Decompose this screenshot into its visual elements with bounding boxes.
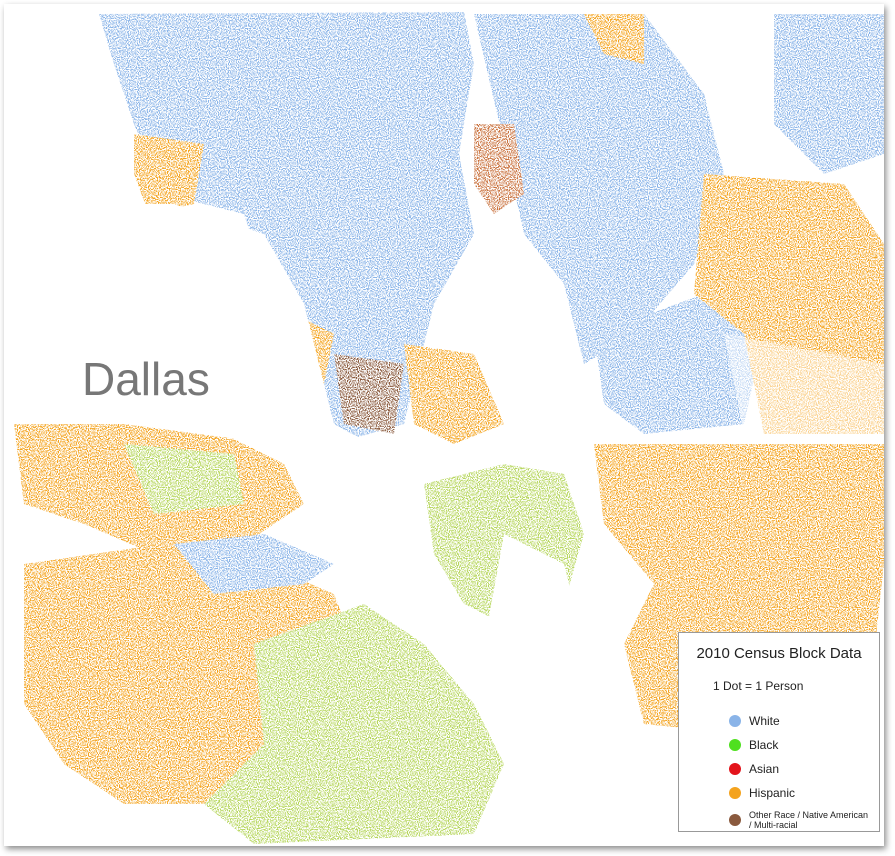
legend-subtitle: 1 Dot = 1 Person [713,679,804,693]
legend-item: Other Race / Native American / Multi-rac… [729,805,869,835]
legend: 2010 Census Block Data 1 Dot = 1 Person … [678,632,880,832]
city-label: Dallas [82,353,210,405]
legend-item: Black [729,733,869,757]
legend-swatch [729,739,741,751]
legend-label: Other Race / Native American / Multi-rac… [749,810,869,830]
legend-item: Asian [729,757,869,781]
legend-swatch [729,814,741,826]
map-frame: Dallas 2010 Census Block Data 1 Dot = 1 … [4,4,884,846]
legend-item: White [729,709,869,733]
legend-label: Black [749,738,779,752]
dot-map [4,12,884,844]
legend-swatch [729,787,741,799]
legend-items: White Black Asian Hispanic Other Race / Nati… [729,709,869,835]
legend-label: White [749,714,780,728]
legend-swatch [729,715,741,727]
legend-item: Hispanic [729,781,869,805]
legend-label: Asian [749,762,780,776]
legend-title: 2010 Census Block Data [696,645,862,662]
legend-label: Hispanic [749,786,796,800]
empty-areas [4,204,884,764]
legend-swatch [729,763,741,775]
